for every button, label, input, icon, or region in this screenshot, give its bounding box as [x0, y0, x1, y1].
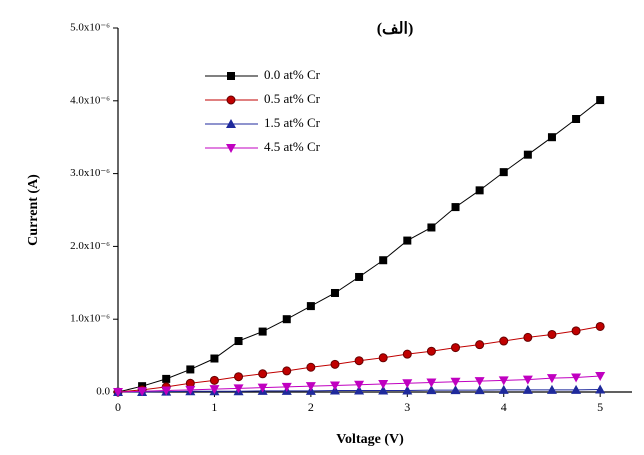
data-point — [571, 326, 581, 336]
data-point — [185, 385, 196, 395]
legend-marker — [227, 72, 235, 80]
data-point — [281, 382, 292, 392]
data-point — [474, 385, 485, 395]
data-point — [547, 329, 557, 339]
data-point — [499, 168, 508, 177]
data-point — [378, 385, 389, 395]
data-point — [210, 354, 219, 363]
data-point — [378, 353, 388, 363]
data-point — [475, 340, 485, 350]
x-tick-label: 1 — [211, 400, 217, 414]
data-point — [451, 343, 461, 353]
y-tick-label: 4.0x10⁻⁶ — [70, 94, 110, 106]
y-tick-label: 3.0x10⁻⁶ — [70, 167, 110, 179]
data-point — [234, 337, 243, 346]
data-point — [258, 327, 267, 336]
data-point — [330, 288, 339, 297]
x-tick-label: 2 — [308, 400, 314, 414]
data-point — [522, 384, 533, 394]
data-point — [595, 384, 606, 394]
legend-label: 4.5 at% Cr — [264, 139, 321, 154]
data-point — [427, 223, 436, 232]
series-line — [117, 99, 601, 393]
data-point — [186, 365, 195, 374]
legend-label: 0.0 at% Cr — [264, 67, 321, 82]
y-tick-label: 1.0x10⁻⁶ — [70, 313, 110, 325]
data-point — [137, 387, 148, 397]
data-point — [402, 349, 412, 359]
data-point — [572, 115, 581, 123]
y-tick-label: 2.0x10⁻⁶ — [70, 240, 110, 252]
data-point — [354, 380, 365, 390]
y-tick-label: 5.0x10⁻⁶ — [70, 22, 110, 34]
data-point — [451, 203, 460, 212]
data-point — [161, 386, 172, 396]
legend-marker — [226, 144, 236, 153]
y-tick-label: 0.0 — [96, 386, 110, 398]
data-point — [355, 272, 364, 281]
chart-title: (الف) — [377, 21, 414, 38]
data-point — [450, 385, 461, 395]
data-point — [547, 133, 556, 142]
legend-label: 1.5 at% Cr — [264, 115, 321, 130]
data-point — [354, 385, 365, 395]
data-point — [113, 388, 123, 397]
data-point — [426, 385, 437, 395]
data-point — [523, 150, 532, 159]
data-point — [546, 384, 557, 394]
data-point — [498, 384, 509, 394]
data-point — [475, 186, 484, 195]
data-point — [499, 336, 509, 346]
data-point — [330, 359, 340, 369]
data-point — [282, 366, 292, 376]
x-tick-label: 5 — [597, 400, 603, 414]
data-point — [282, 315, 291, 324]
data-point — [258, 369, 268, 379]
data-point — [329, 381, 340, 391]
legend-marker — [226, 119, 236, 128]
data-point — [209, 375, 219, 385]
data-point — [546, 374, 557, 384]
data-point — [571, 384, 582, 394]
data-point — [162, 374, 171, 383]
legend-label: 0.5 at% Cr — [264, 91, 321, 106]
data-point — [522, 375, 533, 385]
data-point — [234, 372, 244, 382]
legend-marker — [226, 95, 236, 105]
data-point — [450, 377, 461, 387]
y-axis-label: Current (A) — [26, 174, 41, 246]
data-point — [402, 385, 413, 395]
data-point — [233, 384, 244, 394]
data-point — [426, 378, 437, 388]
data-point — [209, 385, 220, 395]
data-point — [378, 379, 389, 389]
data-point — [595, 371, 606, 381]
data-point — [403, 236, 412, 245]
data-point — [498, 376, 509, 386]
data-point — [354, 356, 364, 366]
data-point — [596, 96, 605, 105]
x-tick-label: 0 — [115, 400, 121, 414]
data-point — [257, 383, 268, 393]
data-point — [595, 321, 605, 331]
data-point — [474, 377, 485, 387]
data-point — [571, 373, 582, 383]
data-point — [305, 382, 316, 392]
x-tick-label: 4 — [501, 400, 507, 414]
x-tick-label: 3 — [404, 400, 410, 414]
data-point — [306, 302, 315, 311]
data-point — [426, 346, 436, 356]
data-point — [379, 256, 388, 265]
data-point — [402, 379, 413, 389]
data-point — [306, 362, 316, 372]
x-axis-label: Voltage (V) — [336, 432, 404, 447]
data-point — [523, 332, 533, 342]
